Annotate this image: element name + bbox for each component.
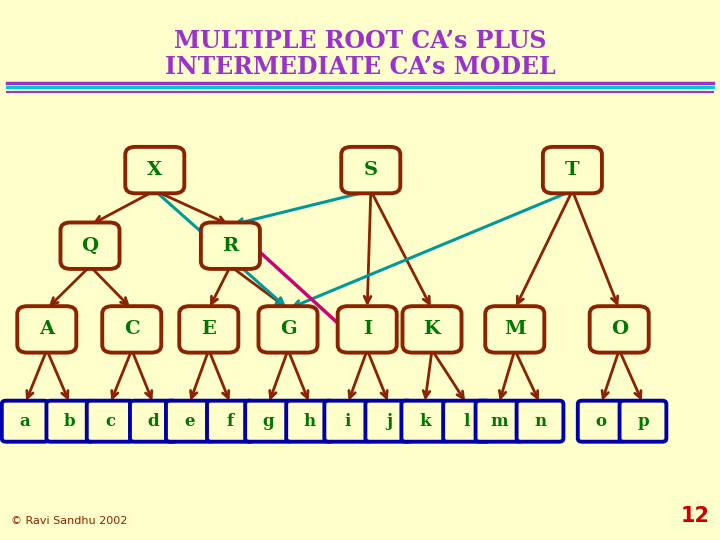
FancyBboxPatch shape: [402, 306, 462, 353]
FancyBboxPatch shape: [402, 401, 448, 442]
Text: Q: Q: [81, 237, 99, 255]
FancyBboxPatch shape: [258, 306, 318, 353]
FancyBboxPatch shape: [245, 401, 292, 442]
Text: O: O: [611, 320, 628, 339]
FancyBboxPatch shape: [166, 401, 213, 442]
FancyBboxPatch shape: [620, 401, 667, 442]
FancyBboxPatch shape: [179, 306, 238, 353]
Text: INTERMEDIATE CA’s MODEL: INTERMEDIATE CA’s MODEL: [165, 56, 555, 79]
FancyBboxPatch shape: [324, 401, 372, 442]
FancyBboxPatch shape: [86, 401, 134, 442]
FancyBboxPatch shape: [130, 401, 177, 442]
Text: A: A: [39, 320, 55, 339]
FancyBboxPatch shape: [475, 401, 523, 442]
Text: e: e: [184, 413, 194, 430]
FancyBboxPatch shape: [590, 306, 649, 353]
Text: b: b: [64, 413, 76, 430]
Text: a: a: [20, 413, 30, 430]
Text: i: i: [345, 413, 351, 430]
FancyBboxPatch shape: [287, 401, 333, 442]
Text: M: M: [504, 320, 526, 339]
FancyBboxPatch shape: [201, 222, 260, 269]
FancyBboxPatch shape: [46, 401, 94, 442]
FancyBboxPatch shape: [125, 147, 184, 193]
FancyBboxPatch shape: [517, 401, 563, 442]
Text: 12: 12: [680, 507, 709, 526]
Text: c: c: [105, 413, 115, 430]
FancyBboxPatch shape: [485, 306, 544, 353]
Text: R: R: [222, 237, 238, 255]
FancyBboxPatch shape: [60, 222, 120, 269]
Text: m: m: [490, 413, 508, 430]
FancyBboxPatch shape: [341, 147, 400, 193]
FancyBboxPatch shape: [17, 306, 76, 353]
FancyBboxPatch shape: [102, 306, 161, 353]
Text: C: C: [124, 320, 140, 339]
FancyBboxPatch shape: [444, 401, 490, 442]
Text: k: k: [419, 413, 431, 430]
Text: p: p: [637, 413, 649, 430]
Text: d: d: [148, 413, 159, 430]
FancyBboxPatch shape: [366, 401, 412, 442]
Text: T: T: [565, 161, 580, 179]
Text: g: g: [263, 413, 274, 430]
Text: © Ravi Sandhu 2002: © Ravi Sandhu 2002: [11, 516, 127, 526]
Text: h: h: [304, 413, 315, 430]
FancyBboxPatch shape: [543, 147, 602, 193]
Text: K: K: [423, 320, 441, 339]
Text: o: o: [595, 413, 607, 430]
Text: j: j: [386, 413, 392, 430]
FancyBboxPatch shape: [2, 401, 49, 442]
Text: S: S: [364, 161, 378, 179]
Text: I: I: [363, 320, 372, 339]
FancyBboxPatch shape: [207, 401, 253, 442]
Text: f: f: [227, 413, 234, 430]
FancyBboxPatch shape: [338, 306, 397, 353]
Text: G: G: [279, 320, 297, 339]
Text: X: X: [147, 161, 163, 179]
Text: n: n: [534, 413, 546, 430]
Text: MULTIPLE ROOT CA’s PLUS: MULTIPLE ROOT CA’s PLUS: [174, 29, 546, 52]
Text: l: l: [464, 413, 469, 430]
Text: E: E: [202, 320, 216, 339]
FancyBboxPatch shape: [577, 401, 624, 442]
